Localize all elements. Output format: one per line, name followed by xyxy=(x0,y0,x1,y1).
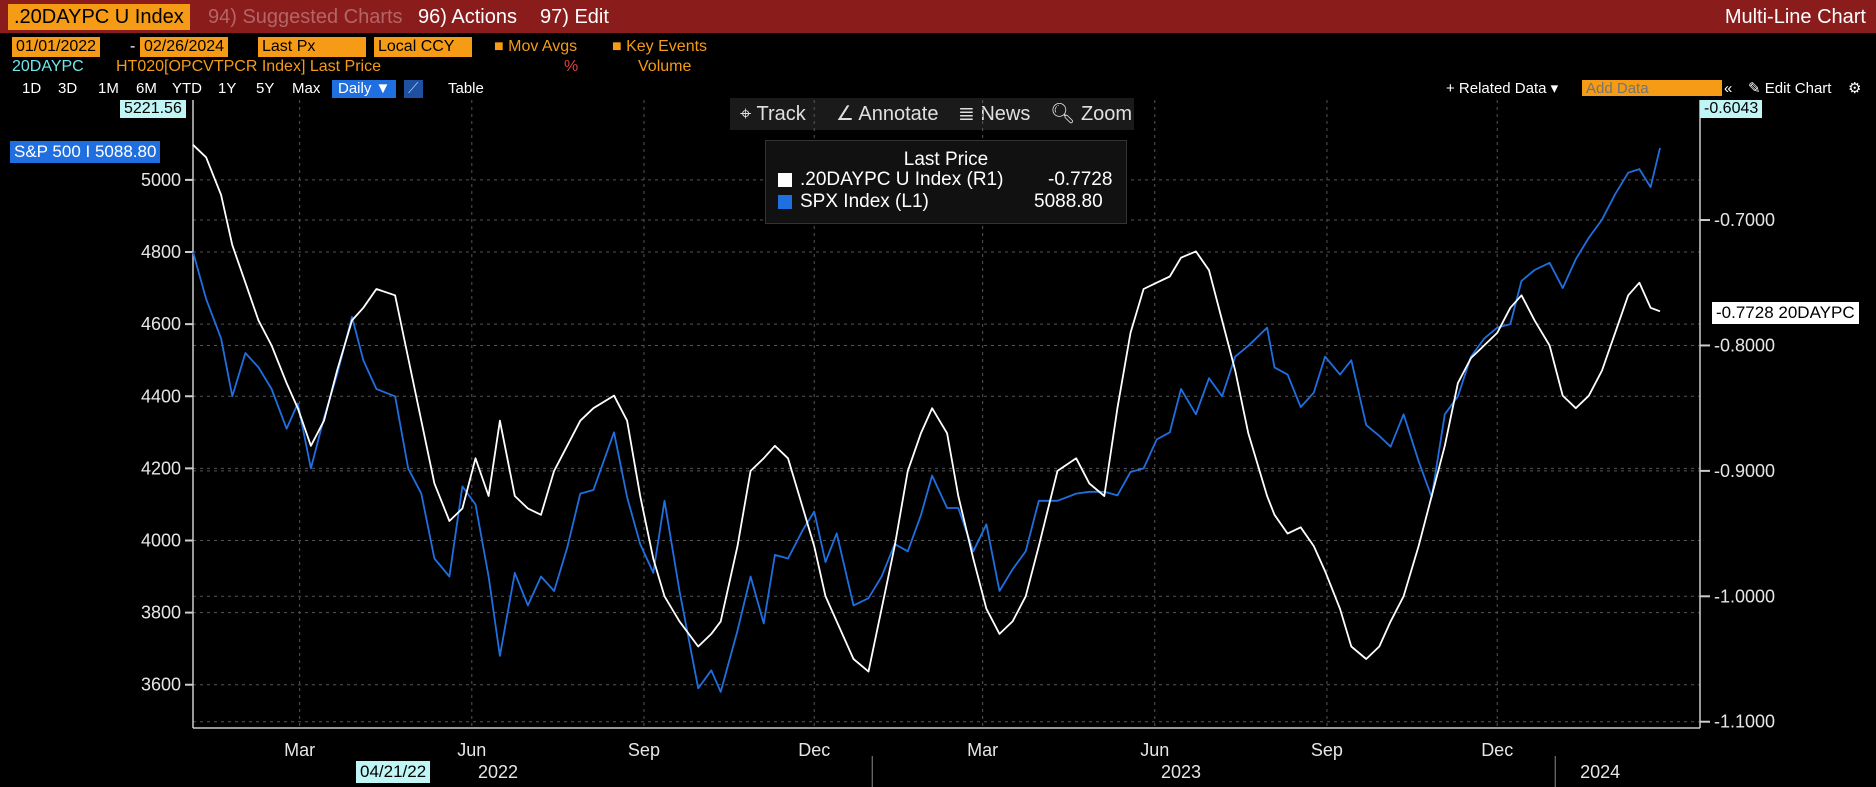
grid-lines xyxy=(193,100,1700,728)
frequency-select[interactable]: Daily ▼ xyxy=(332,80,397,98)
y-left-tick-label: 4000 xyxy=(141,530,181,550)
series1-code-label: 20DAYPC xyxy=(12,58,84,75)
legend-title: Last Price xyxy=(903,149,989,170)
x-month-label: Sep xyxy=(628,740,660,760)
pct-label: % xyxy=(564,58,579,75)
related-data-button[interactable]: + Related Data ▾ xyxy=(1446,80,1559,97)
y-left-tick-label: 4400 xyxy=(141,386,181,406)
left-top-value-tag: 5221.56 xyxy=(120,100,186,118)
spx-last-tag: S&P 500 I 5088.80 xyxy=(10,141,161,163)
end-date-field[interactable]: 02/26/2024 xyxy=(140,37,229,57)
annotate-label: Annotate xyxy=(858,103,939,125)
annotate-button[interactable]: ∠ Annotate xyxy=(836,103,939,125)
x-month-label: Sep xyxy=(1311,740,1343,760)
edit-chart-label: Edit Chart xyxy=(1764,80,1832,97)
tick-labels: Mar Jun Sep Dec Mar Jun Sep Dec 2022 2023 2024 3600… xyxy=(141,170,1775,782)
edit-button[interactable]: 97) Edit xyxy=(540,6,609,28)
collapse-icon[interactable]: « xyxy=(1724,80,1733,97)
cursor-date-tag: 04/21/22 xyxy=(356,761,431,783)
legend-swatch-spx xyxy=(778,195,792,209)
y-left-tick-label: 4800 xyxy=(141,242,181,262)
right-top-value-tag: -0.6043 xyxy=(1700,100,1763,118)
mov-avgs-toggle[interactable]: ■ Mov Avgs xyxy=(494,38,578,55)
suggested-charts-button[interactable]: 94) Suggested Charts xyxy=(208,6,403,28)
legend-name-pc: .20DAYPC U Index (R1) xyxy=(800,169,1004,190)
period-button-1d[interactable]: 1D xyxy=(22,80,42,97)
track-label: Track xyxy=(756,103,806,125)
start-date-field[interactable]: 01/01/2022 xyxy=(12,37,101,57)
series2-desc: HT020[OPCVTPCR Index] Last Price xyxy=(116,58,381,75)
axes xyxy=(185,100,1710,787)
y-right-tick-label: -1.0000 xyxy=(1714,586,1775,606)
x-year-label: 2024 xyxy=(1580,762,1620,782)
period-row: 1D 3D 1M 6M YTD 1Y 5Y Max Daily ▼ ⟋ Table + Rel… xyxy=(0,80,1876,98)
gear-icon[interactable]: ⚙ xyxy=(1848,80,1862,97)
legend-value-spx: 5088.80 xyxy=(1034,191,1103,212)
period-button-max[interactable]: Max xyxy=(292,80,321,97)
x-month-label: Mar xyxy=(967,740,998,760)
ticker-field[interactable]: .20DAYPC U Index xyxy=(8,4,190,30)
mov-avgs-label: Mov Avgs xyxy=(508,38,578,55)
series-lines xyxy=(192,144,1661,693)
line-chart-icon[interactable]: ⟋ xyxy=(404,80,423,98)
x-month-label: Mar xyxy=(284,740,315,760)
y-right-tick-label: -0.8000 xyxy=(1714,335,1775,355)
price-field-select[interactable]: Last Px xyxy=(258,37,366,57)
chart-toolbar xyxy=(730,98,1134,130)
series1-code: 20DAYPC xyxy=(12,58,84,76)
period-button-1y[interactable]: 1Y xyxy=(218,80,237,97)
currency-select[interactable]: Local CCY xyxy=(374,37,472,57)
y-left-tick-label: 5000 xyxy=(141,170,181,190)
date-dash: - xyxy=(130,38,136,55)
y-right-tick-label: -0.9000 xyxy=(1714,461,1775,481)
legend-name-spx: SPX Index (L1) xyxy=(800,191,929,212)
y-left-tick-label: 3600 xyxy=(141,675,181,695)
x-month-label: Dec xyxy=(798,740,830,760)
period-button-1m[interactable]: 1M xyxy=(98,80,119,97)
period-button-5y[interactable]: 5Y xyxy=(256,80,275,97)
y-left-tick-label: 4200 xyxy=(141,458,181,478)
track-button[interactable]: ⌖ Track xyxy=(740,103,806,125)
y-left-tick-label: 3800 xyxy=(141,603,181,623)
zoom-button[interactable]: 🔍︎ Zoom xyxy=(1050,103,1133,125)
x-year-label: 2022 xyxy=(478,762,518,782)
volume-label: Volume xyxy=(638,58,692,75)
x-month-label: Jun xyxy=(457,740,486,760)
add-data-input[interactable] xyxy=(1582,80,1722,96)
y-right-tick-label: -0.7000 xyxy=(1714,210,1775,230)
zoom-label: Zoom xyxy=(1080,103,1133,125)
key-events-toggle[interactable]: ■ Key Events xyxy=(612,38,708,55)
spx-series-line xyxy=(192,147,1661,693)
chart-kind-label: Multi-Line Chart xyxy=(1724,6,1866,28)
edit-chart-button[interactable]: ✎ Edit Chart xyxy=(1748,80,1832,97)
top-bar: .20DAYPC U Index 94) Suggested Charts 96… xyxy=(0,0,1876,33)
y-right-tick-label: -1.1000 xyxy=(1714,712,1775,732)
period-button-3d[interactable]: 3D xyxy=(58,80,78,97)
x-month-label: Jun xyxy=(1140,740,1169,760)
table-button[interactable]: Table xyxy=(448,80,484,97)
actions-button[interactable]: 96) Actions xyxy=(418,6,517,28)
period-button-ytd[interactable]: YTD xyxy=(172,80,202,97)
legend: Last Price .20DAYPC U Index (R1) -0.7728… xyxy=(765,140,1127,224)
pc-last-tag: -0.7728 20DAYPC xyxy=(1712,302,1859,324)
news-button[interactable]: ≣ News xyxy=(958,103,1031,125)
period-button-6m[interactable]: 6M xyxy=(136,80,157,97)
putcall-series-line xyxy=(192,144,1661,673)
x-year-label: 2023 xyxy=(1161,762,1201,782)
legend-value-pc: -0.7728 xyxy=(1048,169,1113,190)
x-month-label: Dec xyxy=(1481,740,1513,760)
y-left-tick-label: 4600 xyxy=(141,314,181,334)
key-events-label: Key Events xyxy=(626,38,708,55)
date-controls-row: 01/01/2022 - 02/26/2024 Last Px Local CC… xyxy=(0,36,1876,58)
news-label: News xyxy=(980,103,1031,125)
legend-swatch-pc xyxy=(778,173,792,187)
